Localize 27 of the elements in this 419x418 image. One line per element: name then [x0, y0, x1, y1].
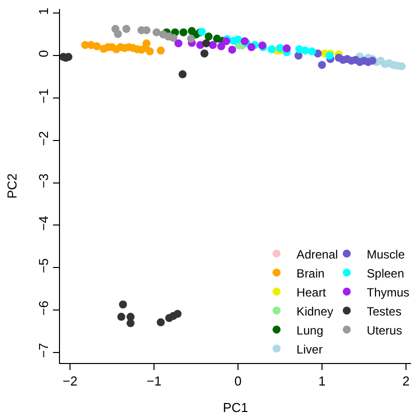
x-tick-label: −2: [62, 374, 78, 389]
legend-label: Kidney: [296, 304, 334, 318]
y-tick-label: −7: [36, 343, 51, 358]
x-tick-label: −1: [146, 374, 162, 389]
y-tick-label: −4: [36, 216, 51, 231]
y-tick-label: −6: [36, 300, 51, 316]
legend-label: Spleen: [366, 266, 404, 280]
x-tick-label: 0: [234, 374, 242, 389]
x-tick-label: 2: [402, 374, 410, 389]
x-tick-label: 1: [318, 374, 326, 389]
legend-label: Thymus: [366, 285, 410, 300]
legend-label: Testes: [366, 304, 402, 318]
y-tick-label: −5: [36, 258, 51, 274]
y-tick-label: −3: [36, 173, 51, 188]
legend-label: Lung: [296, 323, 324, 338]
x-axis-title: PC1: [222, 400, 248, 416]
legend-label: Liver: [296, 342, 323, 356]
y-tick-label: −2: [36, 131, 51, 146]
legend-label: Brain: [296, 266, 325, 280]
y-tick-label: 1: [36, 8, 51, 15]
y-axis-title: PC2: [4, 173, 20, 199]
y-tick-label: −1: [36, 88, 51, 104]
legend-label: Heart: [296, 285, 327, 300]
y-tick-label: 0: [36, 50, 51, 58]
legend-label: Muscle: [366, 247, 406, 262]
legend-label: Adrenal: [296, 247, 338, 262]
legend-label: Uterus: [366, 323, 402, 338]
